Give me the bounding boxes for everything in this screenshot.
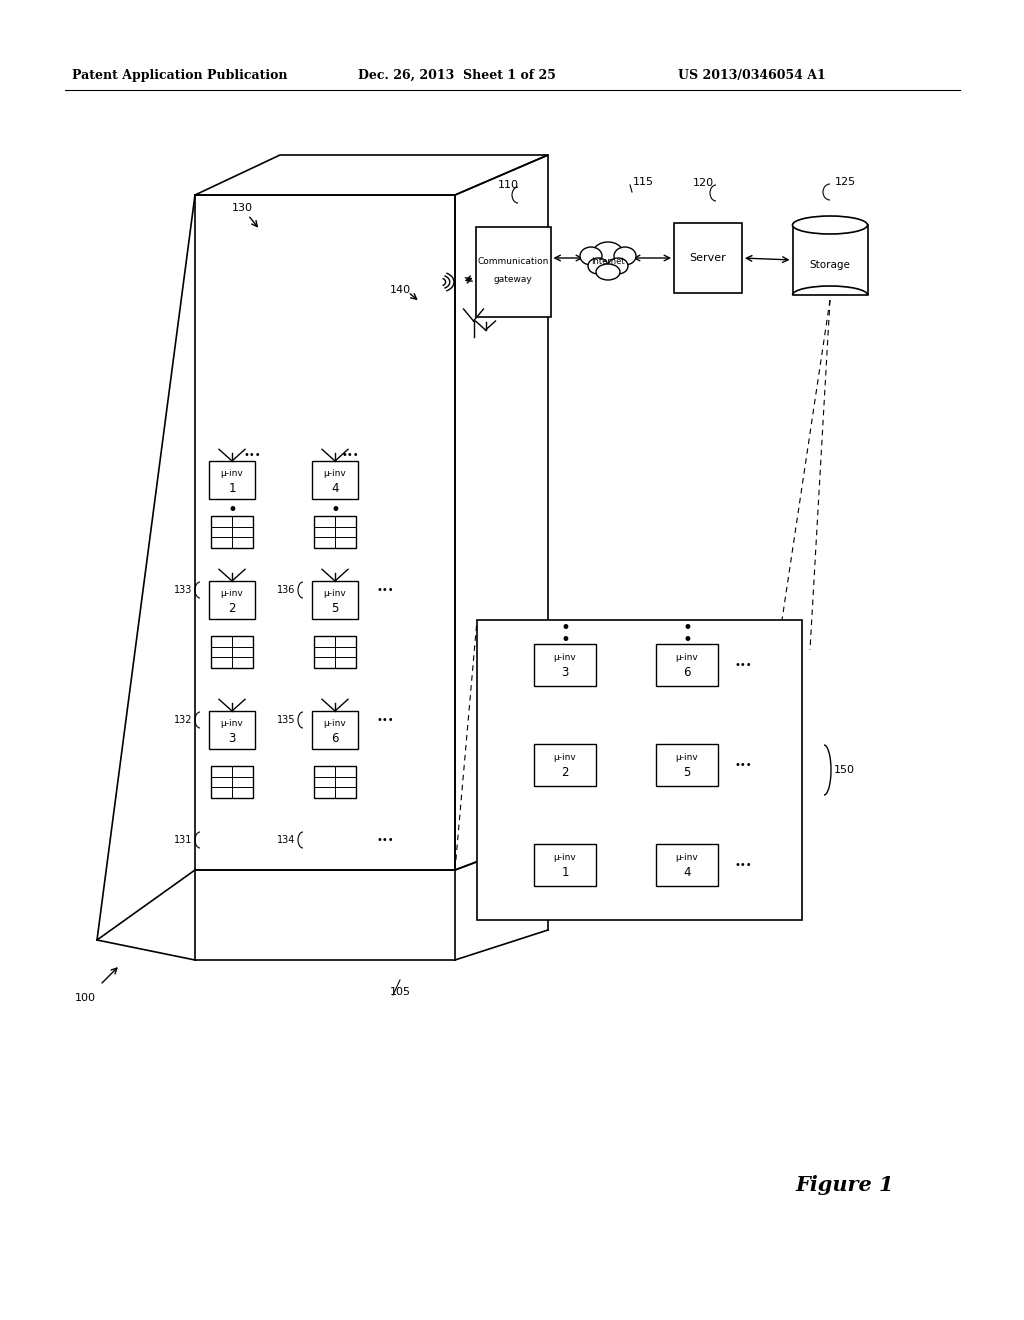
Text: •: • [560,643,570,661]
Bar [314,516,356,548]
Text: •: • [330,502,340,519]
Text: 136: 136 [276,585,295,595]
Text: Server: Server [689,253,726,263]
Text: Storage: Storage [810,260,851,271]
Text: •••: ••• [735,760,753,770]
Text: μ-inv: μ-inv [220,469,244,478]
Ellipse shape [596,264,620,280]
Text: 115: 115 [633,177,654,187]
Text: μ-inv: μ-inv [220,718,244,727]
Text: 150: 150 [834,766,854,775]
Text: 4: 4 [331,482,339,495]
Text: •••: ••• [243,450,261,459]
Text: μ-inv: μ-inv [220,589,244,598]
Text: •••: ••• [377,715,394,725]
Bar [314,636,356,668]
Text: 120: 120 [692,178,714,187]
Text: 130: 130 [232,203,253,213]
Text: 5: 5 [683,767,690,780]
Text: μ-inv: μ-inv [676,653,698,663]
Bar [209,581,255,619]
Text: μ-inv: μ-inv [324,718,346,727]
Text: •: • [330,486,340,504]
Bar [793,224,867,294]
Text: gateway: gateway [494,276,532,285]
Text: 2: 2 [228,602,236,615]
Text: μ-inv: μ-inv [554,754,577,763]
Text: •: • [682,631,692,649]
Text: •: • [560,631,570,649]
Text: 5: 5 [332,602,339,615]
Text: μ-inv: μ-inv [554,854,577,862]
Bar [209,711,255,748]
Text: 6: 6 [683,667,691,680]
Ellipse shape [608,257,628,275]
Text: Patent Application Publication: Patent Application Publication [72,69,288,82]
Text: μ-inv: μ-inv [324,469,346,478]
Text: 2: 2 [561,767,568,780]
Bar [312,461,358,499]
Text: 131: 131 [174,836,193,845]
Ellipse shape [580,247,602,265]
Text: •: • [227,486,237,504]
Text: US 2013/0346054 A1: US 2013/0346054 A1 [678,69,825,82]
Text: Communication: Communication [477,257,549,267]
Bar [656,644,718,686]
Ellipse shape [614,247,636,265]
Text: •: • [330,471,340,488]
Text: 110: 110 [498,180,518,190]
Text: 3: 3 [228,731,236,744]
Bar [312,581,358,619]
Text: 105: 105 [389,987,411,997]
Text: 134: 134 [276,836,295,845]
Text: 140: 140 [389,285,411,294]
Ellipse shape [588,257,608,275]
Text: μ-inv: μ-inv [554,653,577,663]
Text: μ-inv: μ-inv [676,854,698,862]
Bar [211,516,253,548]
Text: Dec. 26, 2013  Sheet 1 of 25: Dec. 26, 2013 Sheet 1 of 25 [358,69,556,82]
Bar [534,744,596,785]
Text: μ-inv: μ-inv [676,754,698,763]
Text: 132: 132 [173,715,193,725]
Bar [534,644,596,686]
Text: •••: ••• [735,660,753,671]
Text: Figure 1: Figure 1 [795,1175,894,1195]
Ellipse shape [593,242,623,264]
Text: 135: 135 [276,715,295,725]
Text: •: • [227,471,237,488]
Text: •••: ••• [377,585,394,595]
Ellipse shape [793,216,867,234]
Bar [674,223,742,293]
Bar [477,620,802,920]
Text: 133: 133 [174,585,193,595]
Text: •: • [682,619,692,638]
Text: •••: ••• [735,861,753,870]
Text: 3: 3 [561,667,568,680]
Text: 4: 4 [683,866,691,879]
Bar [656,744,718,785]
Bar [475,227,551,317]
Bar [312,711,358,748]
Text: •••: ••• [341,450,358,459]
Text: •••: ••• [377,836,394,845]
Text: 6: 6 [331,731,339,744]
Bar [211,766,253,799]
Text: •: • [682,643,692,661]
Text: Internet: Internet [591,256,625,265]
Bar [211,636,253,668]
Text: 100: 100 [75,993,95,1003]
Text: •: • [227,502,237,519]
Bar [656,843,718,886]
Bar [314,766,356,799]
Text: 1: 1 [561,866,568,879]
Bar [534,843,596,886]
Text: 1: 1 [228,482,236,495]
Text: 125: 125 [835,177,856,187]
Text: μ-inv: μ-inv [324,589,346,598]
Text: •: • [560,619,570,638]
Bar [209,461,255,499]
